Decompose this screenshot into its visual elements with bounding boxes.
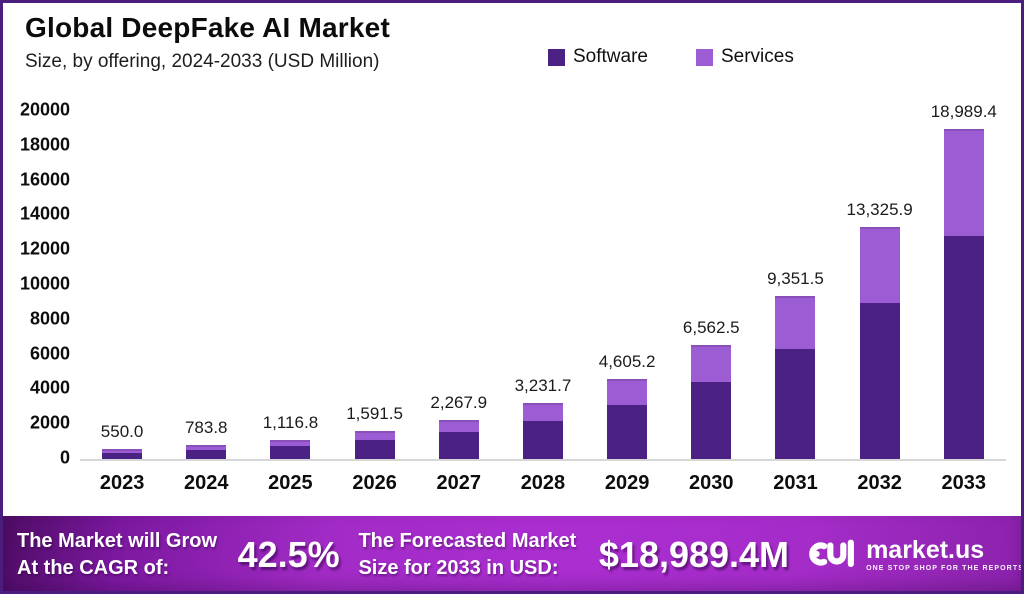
- bar-value-label: 1,591.5: [346, 404, 403, 424]
- brand-logo: market.us ONE STOP SHOP FOR THE REPORTS: [805, 536, 1024, 574]
- x-axis: 2023 2024 2025 2026 2027 2028 2029 2030 2031 2032…: [80, 472, 1006, 495]
- y-tick-label: 14000: [19, 203, 70, 224]
- bar-value-label: 550.0: [100, 422, 144, 442]
- page-subtitle: Size, by offering, 2024-2033 (USD Millio…: [25, 51, 380, 72]
- services-segment: [943, 128, 984, 236]
- bar-column: 4,605.2: [585, 111, 669, 459]
- services-segment: [270, 439, 311, 446]
- brand-tagline: ONE STOP SHOP FOR THE REPORTS: [866, 565, 1024, 572]
- x-tick-label: 2030: [689, 472, 734, 494]
- software-segment: [691, 381, 732, 459]
- bar-column: 1,591.5: [333, 111, 417, 459]
- plot-area: 550.0 783.8 1,116.8 1,591.5 2,267.9 3,231.7 4,…: [80, 102, 1006, 461]
- bar-column: 9,351.5: [753, 111, 837, 459]
- forecast-value: $18,989.4M: [598, 534, 790, 575]
- software-segment: [775, 349, 816, 459]
- forecast-label-line1: The Forecasted Market: [358, 530, 577, 552]
- x-tick-label: 2025: [268, 472, 313, 494]
- brand-name: market.us: [866, 536, 985, 564]
- x-tick-label: 2023: [99, 472, 145, 494]
- y-tick-label: 18000: [19, 134, 70, 155]
- services-segment: [775, 296, 816, 350]
- x-tick-label: 2026: [352, 472, 397, 494]
- bar-value-label: 783.8: [184, 418, 228, 438]
- services-segment: [102, 449, 143, 453]
- software-segment: [102, 452, 143, 459]
- x-tick-label: 2028: [520, 472, 566, 494]
- bar-value-label: 13,325.9: [846, 200, 913, 220]
- software-swatch-icon: [548, 48, 565, 66]
- y-axis: 0 2000 4000 6000 8000 10000 12000 14000 16000 180…: [0, 99, 70, 467]
- x-tick-label: 2027: [436, 472, 482, 494]
- bar-value-label: 2,267.9: [430, 392, 488, 412]
- software-segment: [354, 440, 395, 459]
- y-tick-label: 20000: [19, 99, 70, 120]
- cagr-value: 42.5%: [237, 534, 340, 575]
- software-segment: [607, 404, 648, 459]
- bar-column: 18,989.4: [922, 102, 1006, 459]
- services-segment: [522, 402, 563, 422]
- bar-column: 13,325.9: [838, 111, 922, 459]
- cagr-label-line1: The Market will Grow: [17, 530, 218, 552]
- bar-column: 3,231.7: [501, 111, 585, 459]
- brand-text: market.us ONE STOP SHOP FOR THE REPORTS: [866, 536, 1024, 573]
- legend-item-software: Software: [548, 46, 648, 68]
- bar-column: 550.0: [80, 111, 164, 459]
- bar-value-label: 6,562.5: [682, 317, 740, 337]
- marketus-swirl-icon: [809, 539, 854, 567]
- software-segment: [438, 432, 479, 459]
- services-segment: [691, 344, 732, 382]
- software-segment: [943, 235, 984, 459]
- bar-value-label: 18,989.4: [930, 101, 997, 121]
- page-title: Global DeepFake AI Market: [25, 12, 390, 43]
- y-tick-label: 6000: [29, 343, 70, 364]
- bar-value-label: 4,605.2: [598, 351, 656, 371]
- services-segment: [607, 378, 648, 405]
- y-tick-label: 0: [59, 447, 70, 468]
- y-tick-label: 8000: [29, 308, 70, 329]
- services-segment: [354, 431, 395, 441]
- bar-column: 783.8: [164, 111, 248, 459]
- bar-column: 2,267.9: [417, 111, 501, 459]
- bar-value-label: 3,231.7: [514, 375, 572, 395]
- x-tick-label: 2032: [857, 472, 902, 494]
- y-tick-label: 2000: [29, 412, 70, 433]
- legend-label-services: Services: [720, 46, 794, 67]
- y-tick-label: 16000: [19, 169, 70, 190]
- services-segment: [438, 419, 479, 433]
- y-tick-label: 4000: [29, 377, 70, 398]
- forecast-label: The Forecasted Market Size for 2033 in U…: [358, 528, 596, 582]
- x-tick-label: 2029: [604, 472, 650, 494]
- chart-header: Global DeepFake AI Market Size, by offer…: [25, 12, 390, 73]
- x-tick-label: 2024: [184, 472, 229, 494]
- x-tick-label: 2031: [773, 472, 818, 494]
- software-segment: [522, 421, 563, 459]
- services-swatch-icon: [695, 48, 713, 66]
- cagr-label-line2: At the CAGR of:: [17, 557, 170, 579]
- legend-item-services: Services: [695, 46, 794, 68]
- y-tick-label: 10000: [19, 273, 70, 294]
- x-tick-label: 2033: [941, 472, 987, 494]
- software-segment: [859, 302, 900, 459]
- legend-label-software: Software: [573, 46, 648, 67]
- bar-value-label: 9,351.5: [767, 269, 824, 289]
- y-tick-label: 12000: [19, 238, 70, 259]
- software-segment: [186, 449, 227, 459]
- bar-value-label: 1,116.8: [262, 412, 319, 432]
- forecast-label-line2: Size for 2033 in USD:: [358, 557, 559, 579]
- bar-column: 1,116.8: [248, 111, 332, 459]
- bar-column: 6,562.5: [669, 111, 753, 459]
- services-segment: [859, 227, 900, 303]
- software-segment: [270, 445, 311, 459]
- footer-banner: The Market will Grow At the CAGR of: 42.…: [0, 516, 1024, 594]
- chart-legend: Software Services: [548, 46, 794, 68]
- cagr-label: The Market will Grow At the CAGR of:: [17, 528, 233, 582]
- services-segment: [186, 445, 227, 450]
